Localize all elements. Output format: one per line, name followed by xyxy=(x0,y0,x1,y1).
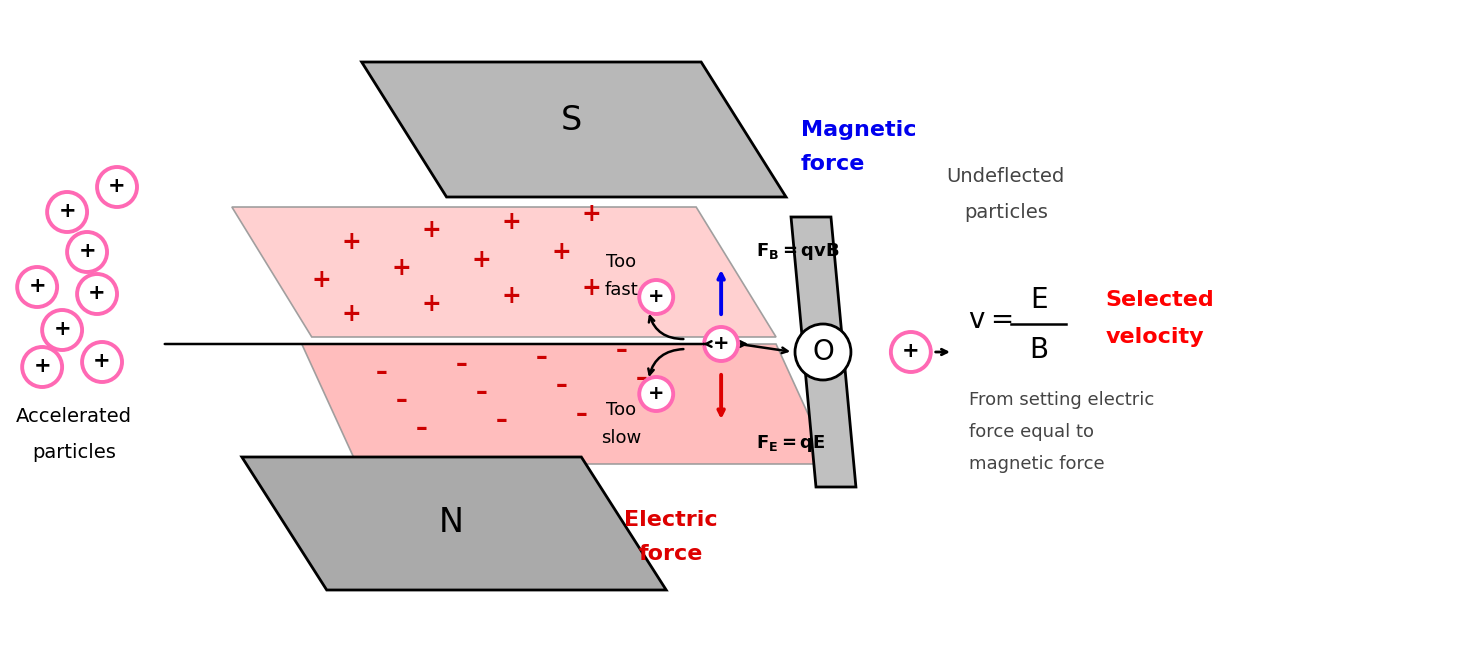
Circle shape xyxy=(97,167,137,207)
Text: Electric: Electric xyxy=(624,510,718,530)
Text: magnetic force: magnetic force xyxy=(969,455,1105,473)
Text: Too: Too xyxy=(606,401,636,419)
Text: +: + xyxy=(311,268,332,292)
Text: +: + xyxy=(78,241,96,261)
Text: slow: slow xyxy=(602,429,642,447)
Text: +: + xyxy=(648,384,664,403)
Text: N: N xyxy=(440,505,465,538)
Text: velocity: velocity xyxy=(1106,327,1204,347)
Text: –: – xyxy=(395,388,407,412)
Text: +: + xyxy=(472,248,491,272)
Text: +: + xyxy=(581,276,602,300)
Text: v =: v = xyxy=(969,306,1013,334)
Text: –: – xyxy=(456,352,468,376)
Text: +: + xyxy=(422,292,441,316)
Circle shape xyxy=(795,324,851,380)
Text: Undeflected: Undeflected xyxy=(947,167,1065,187)
Text: –: – xyxy=(636,366,648,390)
Circle shape xyxy=(77,274,117,314)
Polygon shape xyxy=(791,217,855,487)
Text: –: – xyxy=(535,345,547,369)
Text: +: + xyxy=(392,256,412,280)
Text: –: – xyxy=(496,408,507,432)
Circle shape xyxy=(47,192,87,232)
Text: +: + xyxy=(502,284,521,308)
Text: +: + xyxy=(502,210,521,234)
Text: force equal to: force equal to xyxy=(969,423,1094,441)
Text: –: – xyxy=(615,338,627,362)
Text: $\mathbf{F_E = qE}$: $\mathbf{F_E = qE}$ xyxy=(757,433,826,454)
Text: +: + xyxy=(88,283,106,303)
Text: Magnetic: Magnetic xyxy=(801,120,916,140)
Text: From setting electric: From setting electric xyxy=(969,391,1153,409)
Text: B: B xyxy=(1030,336,1049,364)
Circle shape xyxy=(66,232,108,272)
Text: +: + xyxy=(93,351,111,371)
Text: Too: Too xyxy=(606,253,636,271)
Text: force: force xyxy=(639,544,704,564)
Polygon shape xyxy=(302,344,830,464)
Text: –: – xyxy=(556,373,568,397)
Circle shape xyxy=(639,280,673,314)
Text: –: – xyxy=(416,416,428,440)
Text: +: + xyxy=(342,302,361,326)
Polygon shape xyxy=(242,457,667,590)
Text: particles: particles xyxy=(32,442,117,462)
Polygon shape xyxy=(361,62,786,197)
Text: S: S xyxy=(560,103,583,136)
Circle shape xyxy=(639,377,673,411)
Text: +: + xyxy=(552,240,571,264)
Text: force: force xyxy=(801,154,866,174)
Text: fast: fast xyxy=(605,281,639,299)
Text: +: + xyxy=(581,202,602,226)
Text: –: – xyxy=(655,395,667,419)
Text: $\mathbf{F_B = qvB}$: $\mathbf{F_B = qvB}$ xyxy=(757,241,839,263)
Text: +: + xyxy=(712,333,729,353)
Circle shape xyxy=(83,342,122,382)
Text: –: – xyxy=(376,360,388,384)
Text: +: + xyxy=(53,319,71,339)
Circle shape xyxy=(22,347,62,387)
Text: +: + xyxy=(648,286,664,306)
Text: –: – xyxy=(475,380,487,404)
Text: –: – xyxy=(575,402,587,426)
Text: O: O xyxy=(813,338,833,366)
Text: Accelerated: Accelerated xyxy=(16,407,133,427)
Text: +: + xyxy=(28,276,46,296)
Text: particles: particles xyxy=(963,202,1047,222)
Circle shape xyxy=(891,332,931,372)
Text: +: + xyxy=(903,341,919,361)
Text: +: + xyxy=(422,218,441,242)
Text: +: + xyxy=(342,230,361,254)
Text: +: + xyxy=(34,356,52,376)
Circle shape xyxy=(18,267,58,307)
Text: +: + xyxy=(59,201,75,221)
Text: +: + xyxy=(108,176,125,196)
Text: Selected: Selected xyxy=(1106,290,1214,310)
Circle shape xyxy=(43,310,83,350)
Polygon shape xyxy=(232,207,776,337)
Text: E: E xyxy=(1030,286,1047,314)
Circle shape xyxy=(704,327,738,361)
